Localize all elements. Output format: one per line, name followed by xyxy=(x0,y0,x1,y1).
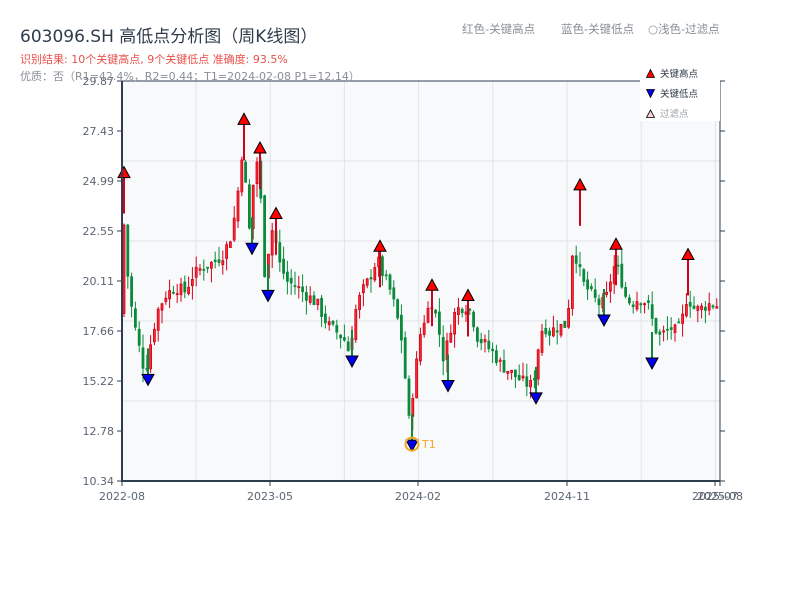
t1-label: T1 xyxy=(421,438,436,451)
grid-lines xyxy=(122,81,720,481)
key-high-marker xyxy=(425,278,439,291)
key-low-marker xyxy=(645,357,659,371)
key-high-marker xyxy=(681,247,695,261)
triangle-up-icon xyxy=(646,68,655,78)
candles xyxy=(122,156,719,431)
top-legend-light: ○浅色-过滤点 xyxy=(648,22,720,36)
key-high-marker xyxy=(269,206,283,220)
legend-item-high: 关键高点 xyxy=(646,66,698,80)
key-high-marker xyxy=(609,237,623,250)
key-high-marker xyxy=(237,112,251,125)
key-point-markers: T1 xyxy=(117,112,695,453)
x-tick-label: 2022-08 xyxy=(99,490,145,503)
quality-line: 优质：否（R1=42.4%，R2=0.44；T1=2024-02-08 P1=1… xyxy=(20,70,360,83)
top-legend-blue: 蓝色-关键低点 xyxy=(561,22,635,36)
key-high-marker xyxy=(461,288,475,301)
y-tick-label: 24.99 xyxy=(83,175,115,188)
plot-area xyxy=(122,81,720,481)
key-low-marker xyxy=(261,289,275,303)
y-tick-label: 17.66 xyxy=(83,325,115,338)
y-tick-label: 10.34 xyxy=(83,475,115,488)
key-low-marker xyxy=(405,439,419,453)
triangle-up-outline-icon xyxy=(646,108,655,118)
legend-label-high: 关键高点 xyxy=(660,69,699,80)
x-tick-label: 2024-02 xyxy=(395,490,441,503)
x-tick-label: 2023-05 xyxy=(247,490,293,503)
t1-ring xyxy=(404,436,420,452)
key-low-marker xyxy=(441,380,455,393)
key-high-marker xyxy=(253,140,267,154)
key-low-marker xyxy=(245,242,259,256)
axes: 10.34 12.78 15.22 17.66 20.11 22.55 24.99 27.43… xyxy=(83,75,743,503)
y-tick-label: 20.11 xyxy=(83,275,115,288)
chart-title: 603096.SH 高低点分析图（周K线图） xyxy=(20,27,318,47)
legend-item-low: 关键低点 xyxy=(646,86,698,100)
key-low-marker xyxy=(345,355,359,368)
x-tick-label: 2025-07 xyxy=(692,490,738,503)
top-legend-red: 红色-关键高点 xyxy=(462,22,536,36)
y-tick-label: 15.22 xyxy=(83,375,115,388)
y-tick-label: 27.43 xyxy=(83,125,115,138)
legend-item-filtered: 过滤点 xyxy=(646,106,689,120)
x-tick-label: 2024-11 xyxy=(544,490,590,503)
y-tick-label: 22.55 xyxy=(83,225,115,238)
y-tick-label: 29.87 xyxy=(83,75,115,88)
y-tick-label: 12.78 xyxy=(83,425,115,438)
legend-label-low: 关键低点 xyxy=(660,89,699,100)
key-low-marker xyxy=(597,314,611,328)
x-tick-label: 2025-08 xyxy=(697,490,743,503)
legend-label-filtered: 过滤点 xyxy=(660,109,689,120)
triangle-down-icon xyxy=(646,88,655,98)
key-high-marker xyxy=(373,239,387,252)
result-summary: 识别结果: 10个关键高点, 9个关键低点 准确度: 93.5% xyxy=(20,53,288,66)
key-low-marker xyxy=(141,373,155,387)
key-low-marker xyxy=(529,392,543,405)
key-high-marker xyxy=(573,177,587,191)
legend: 关键高点 关键低点 过滤点 xyxy=(640,61,720,121)
